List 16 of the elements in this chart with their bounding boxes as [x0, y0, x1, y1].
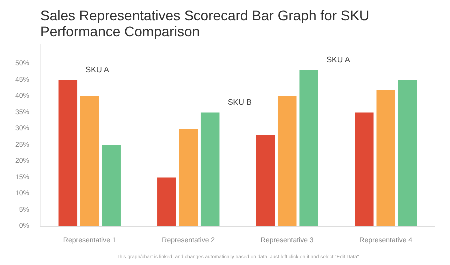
- bar: [278, 96, 297, 226]
- annotation: SKU B: [228, 98, 252, 107]
- bar: [179, 129, 198, 226]
- annotation: SKU A: [86, 65, 110, 74]
- bar: [200, 112, 220, 226]
- bar: [398, 80, 418, 226]
- annotation: SKU A: [326, 56, 351, 64]
- chart-title: Sales Representatives Scorecard Bar Graph for SKU Performance Comparison: [40, 8, 370, 40]
- bar: [102, 145, 121, 226]
- bar: [300, 70, 318, 226]
- bar: [355, 112, 374, 226]
- bar: [256, 136, 276, 226]
- bar: [80, 96, 100, 226]
- bar: [158, 178, 176, 226]
- bar: [376, 90, 396, 226]
- bar: [58, 80, 78, 226]
